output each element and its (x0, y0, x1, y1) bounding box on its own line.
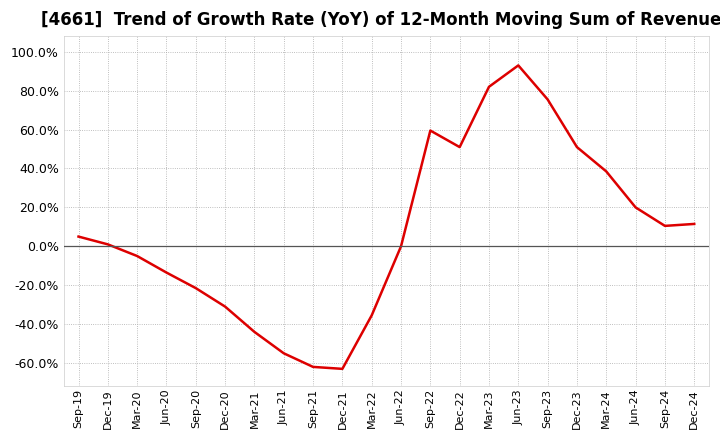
Title: [4661]  Trend of Growth Rate (YoY) of 12-Month Moving Sum of Revenues: [4661] Trend of Growth Rate (YoY) of 12-… (41, 11, 720, 29)
